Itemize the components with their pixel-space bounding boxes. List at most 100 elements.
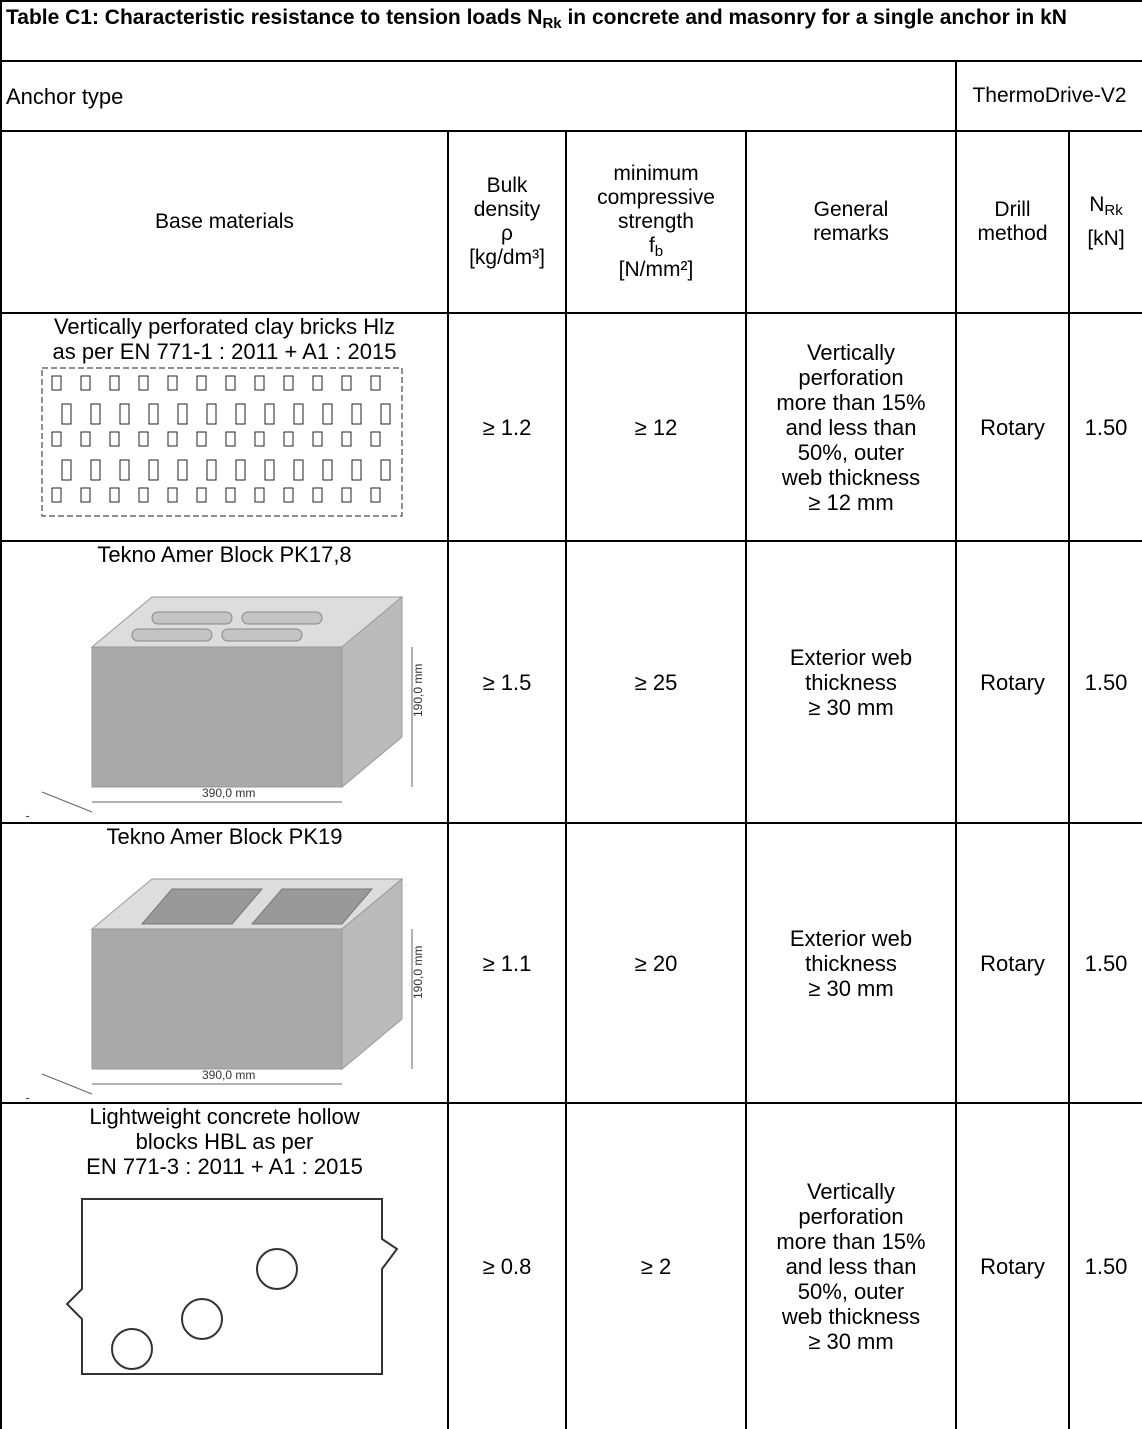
sketch-part xyxy=(109,431,120,447)
strength: ≥ 2 xyxy=(565,1102,747,1429)
sketch-part xyxy=(177,459,188,481)
sketch-part xyxy=(341,487,352,503)
header: General remarks xyxy=(745,130,957,314)
sketch-part xyxy=(312,487,323,503)
sketch-part xyxy=(65,1198,399,1375)
sketch-part xyxy=(380,459,391,481)
sketch-part xyxy=(370,431,381,447)
text-line: web thickness xyxy=(781,1304,921,1329)
text-line: compressive xyxy=(597,186,715,209)
material-sketch: 190,0 mm 390,0 mm 190,0 mm xyxy=(21,877,425,1099)
text-line: web thickness xyxy=(781,464,921,490)
sketch-part xyxy=(256,1248,298,1290)
header: minimum compressive strength fb [N/mm²] xyxy=(565,130,747,314)
sketch-part xyxy=(51,375,62,391)
header: Drill method xyxy=(955,130,1070,314)
remarks: Exterior web thickness ≥ 30 mm xyxy=(745,540,957,824)
sketch-part xyxy=(138,375,149,391)
text-line: Vertically xyxy=(806,1179,896,1204)
title-sub: Rk xyxy=(542,15,562,32)
sketch-part xyxy=(254,487,265,503)
symbol-sub: b xyxy=(654,243,664,260)
nrk: 1.50 xyxy=(1067,540,1142,824)
sketch-part xyxy=(370,375,381,391)
header: Base materials xyxy=(0,130,449,314)
unit: [kN] xyxy=(1087,227,1125,250)
text-line: method xyxy=(977,222,1048,245)
text-line: EN 771-3 : 2011 + A1 : 2015 xyxy=(86,1154,363,1179)
text-line: as per EN 771-1 : 2011 + A1 : 2015 xyxy=(52,339,397,364)
text-line: Exterior web xyxy=(789,644,913,670)
sketch-part xyxy=(225,487,236,503)
sketch-part xyxy=(264,403,275,425)
bulk-density: ≥ 1.2 xyxy=(447,312,567,542)
sketch-part: 390,0 mm xyxy=(202,786,255,800)
bulk-density: ≥ 0.8 xyxy=(447,1102,567,1429)
sketch-part xyxy=(370,487,381,503)
title-text: Table C1: Characteristic resistance to t… xyxy=(6,6,543,29)
sketch-part: 190,0 mm xyxy=(21,1094,75,1099)
drill-method: Rotary xyxy=(955,312,1070,542)
text-line: [kg/dm³] xyxy=(469,246,545,269)
sketch-part xyxy=(312,375,323,391)
sketch-part xyxy=(225,375,236,391)
remarks: Vertically perforation more than 15% and le… xyxy=(745,312,957,542)
text-line: Tekno Amer Block PK19 xyxy=(106,824,343,849)
sketch-part xyxy=(235,403,246,425)
sketch-part xyxy=(283,431,294,447)
sketch-part xyxy=(177,403,188,425)
sketch-part xyxy=(241,611,323,625)
sketch-part xyxy=(312,431,323,447)
bulk-density: ≥ 1.1 xyxy=(447,822,567,1104)
text-line: minimum xyxy=(613,162,699,185)
drill-method: Rotary xyxy=(955,822,1070,1104)
text-line: remarks xyxy=(813,222,889,245)
sketch-part xyxy=(41,367,403,517)
strength: ≥ 12 xyxy=(565,312,747,542)
nrk: 1.50 xyxy=(1067,312,1142,542)
header: NRk [kN] xyxy=(1067,130,1142,314)
sketch-part xyxy=(167,375,178,391)
sketch-part xyxy=(151,611,233,625)
bulk-density: ≥ 1.5 xyxy=(447,540,567,824)
sketch-part xyxy=(196,487,207,503)
strength: ≥ 20 xyxy=(565,822,747,1104)
remarks: Exterior web thickness ≥ 30 mm xyxy=(745,822,957,1104)
table-row: Vertically perforated clay bricks Hlz as … xyxy=(0,312,1142,542)
sketch-part xyxy=(140,888,264,925)
text-line: Bulk xyxy=(486,174,528,197)
text-line: blocks HBL as per xyxy=(135,1129,314,1154)
symbol-sub: Rk xyxy=(1104,202,1123,219)
sketch-part xyxy=(283,375,294,391)
sketch-part xyxy=(61,403,72,425)
sketch-part xyxy=(90,459,101,481)
sketch-part xyxy=(119,459,130,481)
text-line: 50%, outer xyxy=(797,1279,905,1304)
remarks: Vertically perforation more than 15% and le… xyxy=(745,1102,957,1429)
text-line: thickness xyxy=(805,950,897,976)
sketch-part xyxy=(80,487,91,503)
text-line: Vertically xyxy=(806,339,896,365)
sketch-part xyxy=(341,375,352,391)
text-line: Exterior web xyxy=(789,925,913,951)
text-line: ρ xyxy=(501,222,513,245)
text-line: Lightweight concrete hollow xyxy=(89,1104,360,1129)
text-line: ≥ 30 mm xyxy=(808,975,894,1001)
text-line: perforation xyxy=(798,1204,904,1229)
sketch-part xyxy=(254,375,265,391)
symbol: f xyxy=(648,234,655,257)
drill-method: Rotary xyxy=(955,540,1070,824)
sketch-part xyxy=(138,431,149,447)
sketch-part xyxy=(109,375,120,391)
sketch-part xyxy=(221,628,303,642)
sketch-part xyxy=(293,459,304,481)
sketch-part xyxy=(41,791,93,813)
sketch-part xyxy=(351,459,362,481)
unit: [N/mm²] xyxy=(618,258,694,281)
symbol: N xyxy=(1089,193,1105,216)
table-title: Table C1: Characteristic resistance to t… xyxy=(0,0,1142,62)
sketch-part xyxy=(196,431,207,447)
